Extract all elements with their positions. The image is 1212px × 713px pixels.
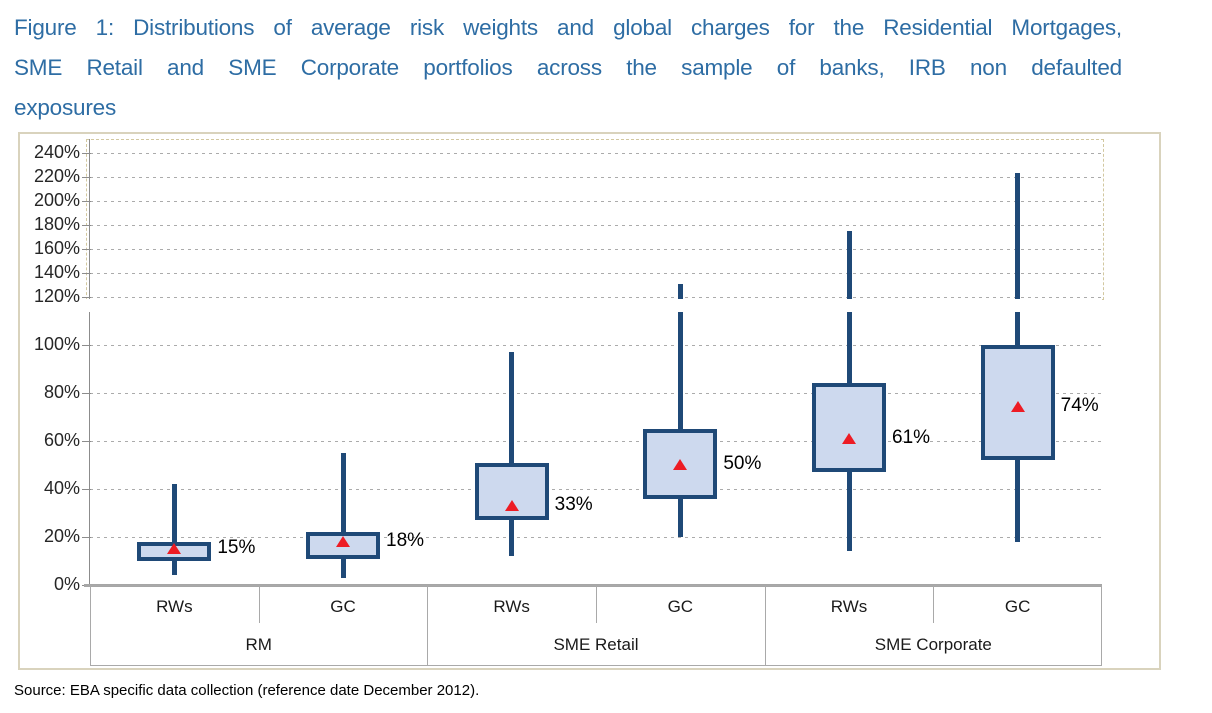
mean-value-label: 33% [554,493,593,515]
gridline [90,249,1102,250]
axis-break-dashed-border [86,139,1104,300]
mean-value-label: 15% [217,537,256,558]
y-axis-tick [82,344,91,346]
y-axis-tick-label: 60% [43,430,80,450]
measure-separator [933,586,935,623]
mean-marker [504,499,519,511]
figure-frame [18,132,1161,670]
gridline [90,225,1102,226]
y-axis-tick-label: 220% [33,166,80,186]
mean-marker [167,543,182,554]
gridline [90,177,1102,178]
box [474,462,549,521]
y-axis-tick-label: 0% [53,574,80,594]
measure-separator [596,586,597,623]
whisker [509,352,515,557]
y-axis-tick-label: 200% [33,190,80,210]
measure-label: RWs [830,597,868,616]
gridline [90,273,1102,274]
box [812,383,886,473]
y-axis-tick [82,200,91,202]
measure-label: RWs [156,597,193,616]
figure-title-line3: exposures [14,95,117,120]
whisker [171,484,177,576]
y-axis-tick [82,224,91,226]
y-axis-tick [82,296,91,298]
y-axis-tick-label: 160% [33,238,80,258]
figure-title: Figure 1: Distributions of average risk … [14,8,1122,128]
gridline [90,297,1102,298]
axis-break-gap [80,299,1102,312]
gridline [90,201,1102,202]
mean-marker [673,459,688,470]
measure-label: GC [1004,597,1031,616]
y-axis-tick [82,536,91,538]
y-axis-tick-label: 120% [33,286,80,306]
y-axis-line [89,139,90,585]
y-axis-tick [82,440,91,442]
mean-value-label: 74% [1060,395,1099,417]
group-label: SME Corporate [874,635,992,654]
gridline [90,441,1102,442]
source-note: Source: EBA specific data collection (re… [14,682,480,699]
y-axis-tick-label: 180% [33,214,80,234]
mean-marker [1010,401,1025,413]
group-label: SME Retail [553,635,639,654]
gridline [90,537,1102,538]
y-axis-tick [82,176,91,178]
y-axis-tick [82,248,91,250]
figure-title-line1: Figure 1: Distributions of average risk … [14,15,1122,40]
mean-marker [336,535,350,547]
measure-separator [258,586,260,623]
mean-value-label: 50% [723,453,762,474]
measure-label: GC [667,597,694,616]
group-separator [764,585,766,666]
y-axis-tick-label: 140% [33,262,80,282]
gridline [90,489,1102,490]
y-axis-tick [82,392,91,394]
mean-value-label: 18% [386,529,425,551]
y-axis-tick-label: 40% [43,478,80,498]
group-label: RM [245,635,272,654]
measure-label: GC [330,597,356,616]
y-axis-tick [82,488,91,490]
whisker [677,283,683,537]
category-table-border [90,585,1102,666]
y-axis-tick-label: 240% [33,142,80,162]
y-axis-tick-label: 100% [33,334,80,354]
whisker [340,453,346,578]
measure-label: RWs [493,597,530,616]
group-separator [427,585,429,666]
y-axis-tick [82,272,91,274]
gridline [90,153,1102,154]
mean-value-label: 61% [892,426,931,448]
gridline [90,393,1102,394]
figure-title-line2: SME Retail and SME Corporate portfolios … [14,55,1122,80]
y-axis-tick-label: 80% [43,382,80,402]
mean-marker [842,432,856,444]
y-axis-tick-label: 20% [43,526,80,546]
gridline [90,345,1102,346]
y-axis-tick [82,152,91,154]
